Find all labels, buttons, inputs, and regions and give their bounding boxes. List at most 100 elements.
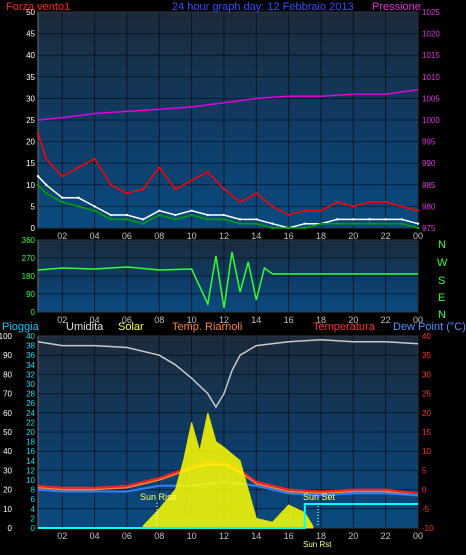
x-tick-label: 00 — [413, 315, 423, 325]
data-point — [255, 222, 258, 225]
y-right-tick-label: 40 — [422, 332, 431, 341]
data-point — [384, 222, 387, 225]
data-point — [36, 174, 40, 178]
data-point — [255, 192, 258, 195]
x-tick-label: 06 — [122, 315, 132, 325]
data-point — [158, 166, 161, 169]
y-left-tick-label: 40 — [3, 447, 12, 456]
sun-rise-label: Sun Rise — [140, 492, 177, 502]
data-point — [109, 213, 112, 217]
data-point — [109, 183, 112, 186]
data-point — [335, 200, 339, 204]
data-point — [174, 218, 177, 221]
y-rain-tick-label: 32 — [26, 370, 35, 379]
data-point — [206, 218, 209, 221]
data-point — [238, 200, 242, 204]
label-umidita: Umidita — [66, 321, 104, 333]
data-point — [384, 218, 387, 221]
x-tick-label: 02 — [57, 315, 67, 325]
y-left-tick-label: 360 — [22, 236, 36, 245]
y-right-tick-label: 15 — [422, 428, 431, 437]
y-right-tick-label: -10 — [422, 524, 434, 533]
series-pioggia — [38, 503, 418, 529]
data-point — [238, 222, 242, 225]
y-left-tick-label: 270 — [22, 254, 36, 263]
y-rain-tick-label: 4 — [31, 505, 36, 514]
y-right-tick-label: 1025 — [422, 8, 440, 17]
data-point — [303, 226, 307, 230]
x-tick-label: 22 — [381, 231, 391, 241]
x-tick-label: 20 — [348, 531, 358, 541]
x-tick-label: 18 — [316, 231, 326, 241]
y-right-tick-label: 990 — [422, 159, 436, 168]
x-tick-label: 08 — [154, 531, 164, 541]
y-rain-tick-label: 2 — [31, 514, 36, 523]
y-rain-tick-label: 36 — [26, 351, 35, 360]
data-point — [271, 222, 274, 225]
y-right-tick-label: 1000 — [422, 116, 440, 125]
y-rain-tick-label: 34 — [26, 361, 35, 370]
data-point — [352, 205, 355, 208]
y-left-tick-label: 0 — [31, 224, 36, 233]
y-rain-tick-label: 18 — [26, 438, 35, 447]
y-right-tick-label: 995 — [422, 138, 436, 147]
y-right-tick-label: 980 — [422, 202, 436, 211]
series-c30ff30 — [37, 251, 418, 309]
y-left-tick-label: 80 — [3, 370, 12, 379]
y-left-tick-label: 20 — [3, 486, 12, 495]
data-point — [319, 209, 323, 212]
x-tick-label: 10 — [187, 231, 197, 241]
x-tick-label: 02 — [57, 531, 67, 541]
y-left-tick-label: 45 — [26, 30, 35, 39]
series-solar-area — [142, 412, 314, 529]
y-rain-tick-label: 16 — [26, 447, 35, 456]
y-left-tick-label: 25 — [26, 116, 35, 125]
y-right-tick-label: 5 — [422, 466, 427, 475]
data-point — [400, 222, 404, 225]
data-point — [352, 218, 355, 221]
x-tick-label: 16 — [284, 231, 294, 241]
x-tick-label: 06 — [122, 231, 132, 241]
data-point — [368, 218, 371, 221]
x-tick-label: 20 — [348, 315, 358, 325]
y-rain-tick-label: 14 — [26, 457, 35, 466]
x-tick-label: 02 — [57, 231, 67, 241]
data-point — [158, 213, 161, 217]
data-point — [61, 174, 64, 178]
data-point — [400, 218, 404, 221]
x-tick-label: 12 — [219, 531, 229, 541]
y-right-tick-label: 0 — [422, 486, 427, 495]
y-left-tick-label: 50 — [26, 8, 35, 17]
y-rain-tick-label: 10 — [26, 476, 35, 485]
y-left-tick-label: 40 — [26, 51, 35, 60]
x-tick-label: 16 — [284, 315, 294, 325]
panel1-left-label: Forza vento1 — [6, 1, 70, 13]
y-rain-tick-label: 0 — [31, 524, 36, 533]
x-tick-label: 20 — [348, 231, 358, 241]
x-tick-label: 04 — [90, 231, 100, 241]
y-right-tick-label: 20 — [422, 409, 431, 418]
data-point — [61, 200, 64, 204]
sun-rst-label: Sun Rst — [303, 540, 332, 549]
y-right-tick-label: 35 — [422, 351, 431, 360]
x-tick-label: 12 — [219, 231, 229, 241]
data-point — [190, 179, 193, 182]
y-left-tick-label: 0 — [31, 308, 36, 317]
x-tick-label: 14 — [251, 531, 261, 541]
y-left-tick-label: 70 — [3, 390, 12, 399]
y-right-tick-label: 25 — [422, 390, 431, 399]
x-tick-label: 00 — [413, 231, 423, 241]
x-tick-label: 06 — [122, 531, 132, 541]
x-tick-label: 22 — [381, 315, 391, 325]
data-point — [400, 205, 404, 208]
data-point — [222, 187, 226, 191]
y-right-tick-label: 10 — [422, 447, 431, 456]
data-point — [109, 218, 112, 221]
data-point — [222, 213, 226, 217]
data-point — [303, 209, 307, 212]
y-left-tick-label: 180 — [22, 272, 36, 281]
y-right-tick-label: 1005 — [422, 94, 440, 103]
x-tick-label: 10 — [187, 531, 197, 541]
